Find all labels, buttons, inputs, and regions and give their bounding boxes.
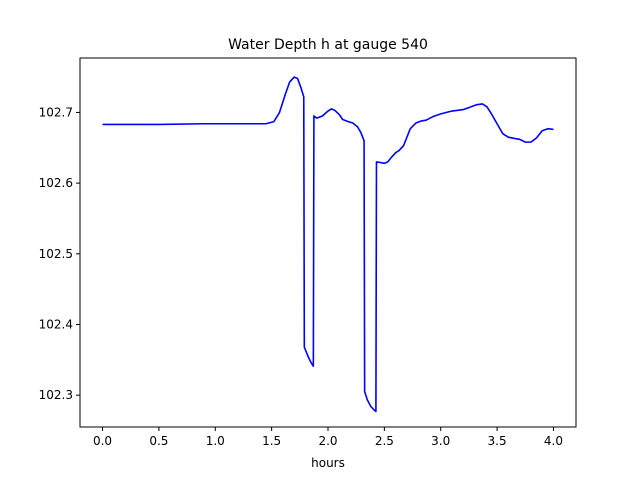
y-tick-label: 102.3 [39,388,73,402]
x-axis-label: hours [311,456,345,470]
y-tick-label: 102.6 [39,176,73,190]
x-tick-label: 3.5 [488,434,507,448]
y-tick-label: 102.7 [39,105,73,119]
y-tick-label: 102.4 [39,318,73,332]
x-tick-label: 0.5 [149,434,168,448]
x-tick-label: 2.5 [375,434,394,448]
x-tick-label: 0.0 [93,434,112,448]
x-tick-label: 1.5 [262,434,281,448]
y-tick-label: 102.5 [39,247,73,261]
x-tick-label: 2.0 [318,434,337,448]
chart-title: Water Depth h at gauge 540 [228,37,428,53]
y-axis-ticks: 102.3 102.4 102.5 102.6 102.7 [39,105,80,402]
x-tick-label: 1.0 [206,434,225,448]
series-layer [102,76,554,413]
x-tick-label: 3.0 [431,434,450,448]
series-line [102,76,554,413]
plot-area-frame [79,57,577,428]
x-axis-ticks: 0.0 0.5 1.0 1.5 2.0 2.5 3.0 3.5 4.0 [93,427,563,448]
x-tick-label: 4.0 [544,434,563,448]
